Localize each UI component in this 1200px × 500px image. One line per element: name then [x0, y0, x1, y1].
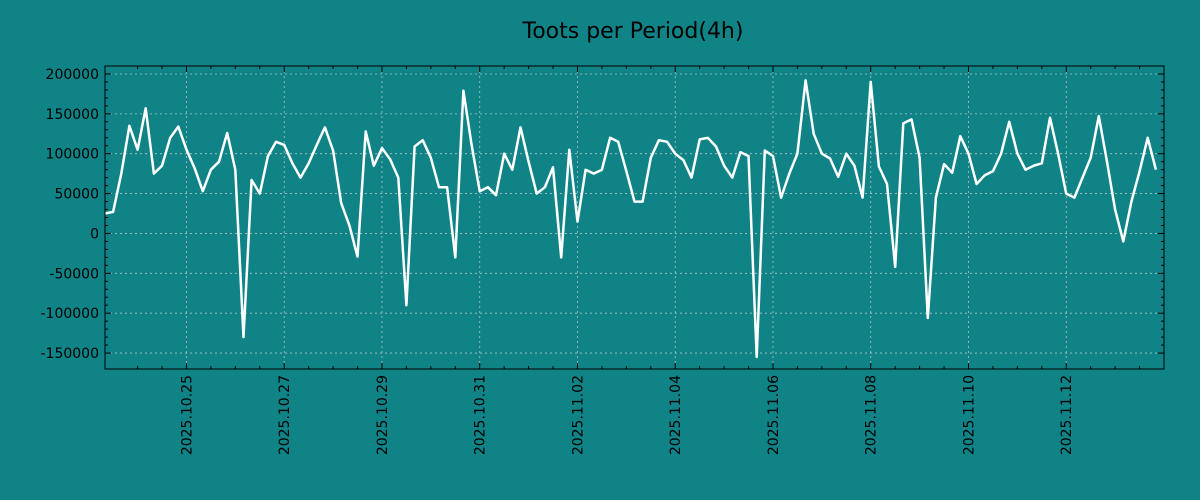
- y-tick-label: -50000: [49, 266, 99, 282]
- x-tick-label: 2025.11.04: [668, 375, 684, 455]
- plot-frame: [104, 65, 1165, 370]
- chart-title: Toots per Period(4h): [522, 19, 744, 44]
- x-axis-labels: 2025.10.25 2025.10.27 2025.10.29 2025.10.31…: [179, 375, 1075, 455]
- y-tick-label: 100000: [46, 147, 99, 163]
- y-tick-label: 0: [90, 226, 99, 242]
- series-line-toots: [104, 79, 1158, 359]
- x-tick-label: 2025.11.02: [570, 375, 586, 455]
- x-tick-label: 2025.11.08: [864, 375, 880, 455]
- x-tick-label: 2025.11.06: [766, 375, 782, 455]
- series-layer: [104, 79, 1158, 359]
- y-tick-label: 200000: [46, 67, 99, 83]
- y-axis-labels: 200000 150000 100000 50000 0 -50000 -100000 -15…: [41, 67, 100, 362]
- x-tick-label: 2025.10.29: [375, 375, 391, 455]
- x-tick-label: 2025.10.27: [277, 375, 293, 455]
- y-tick-label: 150000: [46, 107, 99, 123]
- x-tick-label: 2025.11.12: [1059, 375, 1075, 455]
- x-tick-label: 2025.10.31: [473, 375, 489, 455]
- x-tick-label: 2025.11.10: [961, 375, 977, 455]
- y-tick-label: 50000: [54, 187, 99, 203]
- x-tick-label: 2025.10.25: [179, 375, 195, 455]
- y-tick-label: -100000: [41, 306, 100, 322]
- grid-layer: [105, 66, 1164, 369]
- y-tick-label: -150000: [41, 346, 100, 362]
